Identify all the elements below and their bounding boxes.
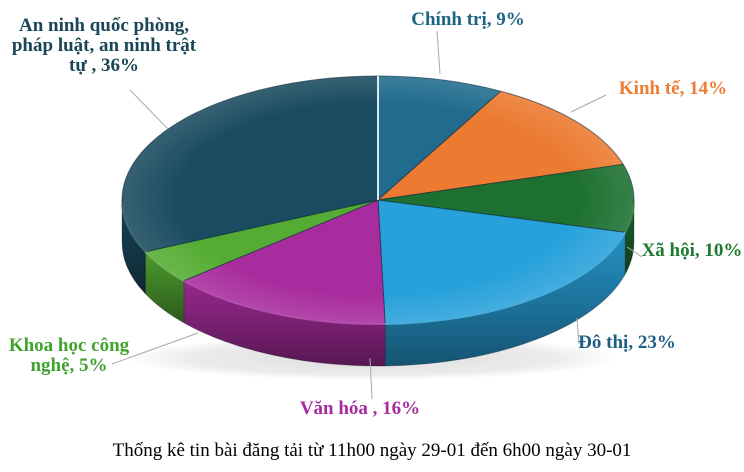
pie-slice-do-thi-bevel (385, 231, 626, 325)
leader-line-khoa-hoc-cong-nghe (111, 332, 199, 365)
leader-line-kinh-te (570, 94, 607, 113)
pie-slice-an-ninh-bevel (121, 204, 147, 253)
leader-line-chinh-tri (436, 30, 441, 75)
pie-slice-chinh-tri-top (377, 75, 502, 201)
pie-slice-xa-hoi-bevel (624, 204, 635, 233)
leader-line-an-ninh (129, 89, 169, 130)
leader-line-van-hoa (369, 357, 373, 400)
chart-caption: Thống kê tin bài đăng tải từ 11h00 ngày … (112, 440, 632, 461)
pie-slice-van-hoa-bevel (183, 279, 386, 325)
pie-slice-khoa-hoc-cong-nghe-bevel (144, 251, 185, 282)
leader-line-do-thi (576, 317, 580, 345)
leader-line-xa-hoi (626, 246, 643, 258)
